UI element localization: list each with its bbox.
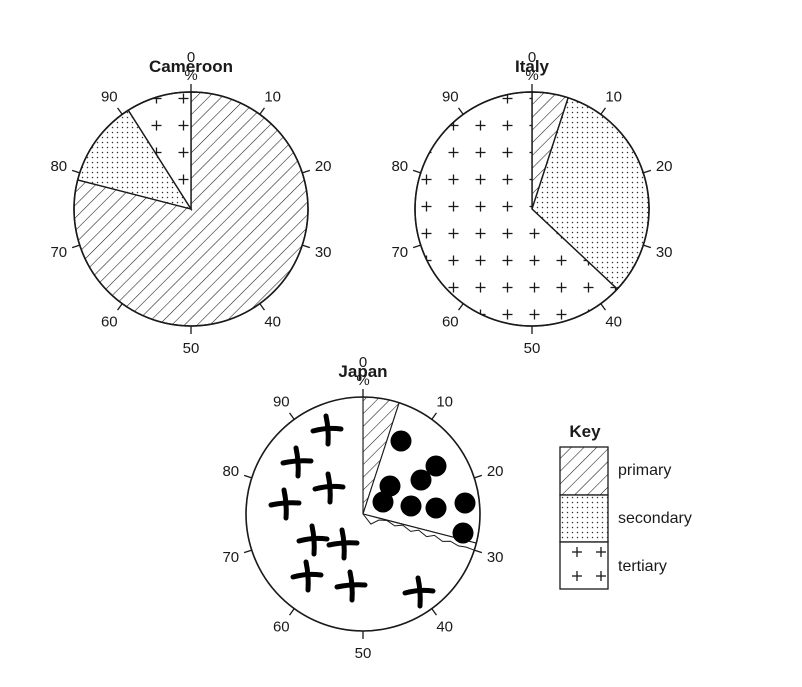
- scale-tick: [412, 244, 421, 249]
- secondary-dot-mark: [379, 475, 401, 497]
- tertiary-cross-mark-stroke: [347, 569, 355, 603]
- scale-tick: [117, 303, 123, 311]
- unit-label: %: [356, 372, 369, 389]
- scale-tick-label: 80: [222, 463, 239, 480]
- tertiary-cross-mark-stroke: [293, 445, 301, 479]
- scale-tick-label: 50: [524, 340, 541, 357]
- scale-tick: [243, 474, 252, 479]
- pie-title: Cameroon: [149, 57, 233, 76]
- scale-tick: [71, 169, 80, 174]
- secondary-dot-mark: [400, 495, 422, 517]
- scale-tick: [302, 244, 311, 249]
- key-label-tertiary: tertiary: [618, 558, 667, 575]
- scale-tick-label: 90: [273, 394, 290, 411]
- scale-tick-label: 70: [391, 244, 408, 261]
- scale-tick: [259, 107, 265, 115]
- unit-label: %: [184, 67, 197, 84]
- scale-tick: [71, 244, 80, 249]
- scale-tick-label: 40: [264, 314, 281, 331]
- secondary-dot-mark: [425, 455, 447, 477]
- key-swatch-tertiary: [559, 541, 609, 590]
- pie-title: Japan: [338, 362, 387, 381]
- scale-tick-label: 60: [101, 314, 118, 331]
- scale-tick-label: 30: [487, 549, 504, 566]
- scale-tick: [289, 608, 295, 616]
- scale-tick-label: 0: [528, 49, 536, 66]
- key-swatch-secondary: [559, 494, 609, 543]
- secondary-dot-mark: [425, 497, 447, 519]
- scale-tick-label: 40: [436, 619, 453, 636]
- scale-tick: [643, 169, 652, 174]
- key-title: Key: [569, 422, 601, 441]
- scale-tick: [643, 244, 652, 249]
- tertiary-cross-mark-stroke: [339, 527, 347, 561]
- scale-tick-label: 70: [50, 244, 67, 261]
- scale-tick: [289, 412, 295, 420]
- scale-tick: [600, 303, 606, 311]
- scale-tick-label: 50: [183, 340, 200, 357]
- tertiary-cross-mark-stroke: [415, 575, 423, 609]
- scale-tick: [474, 474, 483, 479]
- key-swatch-primary: [559, 446, 609, 496]
- scale-tick-label: 10: [264, 89, 281, 106]
- scale-tick-label: 0: [359, 354, 367, 371]
- key-label-primary: primary: [618, 462, 671, 479]
- secondary-dot-mark: [452, 522, 474, 544]
- tertiary-cross-mark-stroke: [325, 471, 333, 505]
- scale-tick-label: 10: [605, 89, 622, 106]
- scale-tick-label: 60: [442, 314, 459, 331]
- scale-tick-label: 90: [101, 89, 118, 106]
- tertiary-cross-mark-stroke: [281, 487, 289, 521]
- scale-tick: [600, 107, 606, 115]
- secondary-dot-mark: [410, 469, 432, 491]
- scale-tick: [474, 549, 483, 554]
- scale-tick: [302, 169, 311, 174]
- scale-tick: [243, 549, 252, 554]
- scale-tick: [412, 169, 421, 174]
- secondary-dot-mark: [372, 491, 394, 513]
- scale-tick: [259, 303, 265, 311]
- scale-tick-label: 20: [315, 158, 332, 175]
- scale-tick-label: 60: [273, 619, 290, 636]
- scale-tick: [431, 412, 437, 420]
- scale-tick-label: 80: [391, 158, 408, 175]
- scale-tick-label: 30: [656, 244, 673, 261]
- pie-title: Italy: [515, 57, 550, 76]
- scale-tick-label: 0: [187, 49, 195, 66]
- secondary-dot-mark: [390, 430, 412, 452]
- tertiary-cross-mark-stroke: [323, 413, 331, 447]
- scale-tick: [458, 107, 464, 115]
- scale-tick-label: 90: [442, 89, 459, 106]
- tertiary-cross-mark-stroke: [303, 559, 311, 593]
- scale-tick-label: 10: [436, 394, 453, 411]
- scale-tick-label: 70: [222, 549, 239, 566]
- scale-tick: [458, 303, 464, 311]
- hand-drawn-divider: [362, 513, 475, 551]
- unit-label: %: [525, 67, 538, 84]
- scale-tick: [431, 608, 437, 616]
- scale-tick-label: 20: [656, 158, 673, 175]
- scale-tick-label: 30: [315, 244, 332, 261]
- scale-tick-label: 40: [605, 314, 622, 331]
- chart-key: Key primary secondary tertiary: [559, 422, 692, 590]
- scale-tick: [117, 107, 123, 115]
- tertiary-cross-mark-stroke: [309, 523, 317, 557]
- scale-tick-label: 50: [355, 645, 372, 662]
- scale-tick-label: 80: [50, 158, 67, 175]
- scale-tick-label: 20: [487, 463, 504, 480]
- key-label-secondary: secondary: [618, 510, 692, 527]
- secondary-dot-mark: [454, 492, 476, 514]
